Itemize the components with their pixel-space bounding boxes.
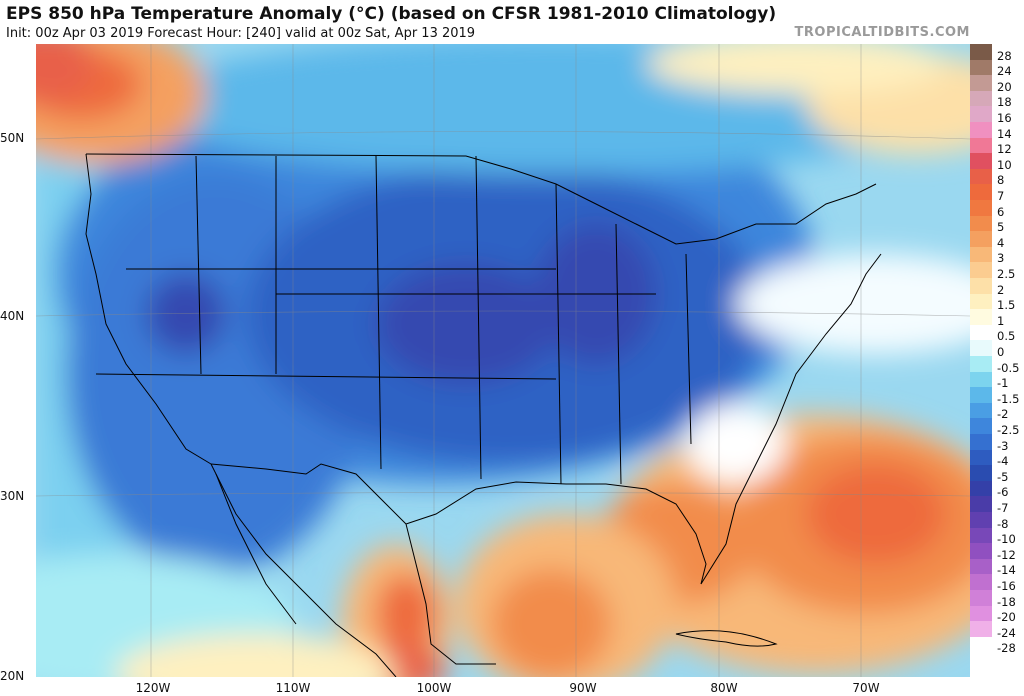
colorbar-label: 24 [997, 64, 1012, 79]
colorbar-label: 2.5 [997, 267, 1016, 281]
colorbar-swatch [970, 590, 992, 607]
temperature-anomaly-map [36, 44, 970, 677]
colorbar-label: -24 [997, 625, 1016, 640]
colorbar-label: -10 [997, 532, 1016, 547]
colorbar-swatch [970, 293, 992, 310]
colorbar-label: -14 [997, 563, 1016, 578]
colorbar-swatch [970, 324, 992, 341]
lon-label-80w: 80W [710, 681, 738, 695]
colorbar-swatch [970, 543, 992, 560]
colorbar-label: -2 [997, 407, 1009, 422]
lon-label-100w: 100W [416, 681, 452, 695]
colorbar-label: -16 [997, 579, 1016, 593]
map-canvas [36, 44, 970, 677]
colorbar-swatch [970, 402, 992, 419]
colorbar-label: 14 [997, 126, 1012, 141]
colorbar-swatch [970, 90, 992, 107]
colorbar-swatch [970, 449, 992, 466]
brand-watermark: TROPICALTIDBITS.COM [794, 25, 970, 40]
colorbar-swatch [970, 621, 992, 638]
cuba-outline [675, 630, 778, 647]
lon-label-90w: 90W [569, 681, 597, 695]
colorbar-label: 2 [997, 282, 1005, 297]
colorbar-swatch [970, 153, 992, 170]
colorbar-label: 0 [997, 345, 1005, 359]
colorbar-label: 18 [997, 95, 1012, 110]
colorbar-label: -6 [997, 485, 1009, 500]
colorbar-swatch [970, 246, 992, 263]
colorbar-label: -8 [997, 516, 1009, 531]
lon-label-120w: 120W [135, 681, 171, 695]
colorbar-label: 12 [997, 142, 1012, 157]
colorbar-swatch [970, 168, 992, 185]
colorbar-label: -4 [997, 454, 1009, 469]
colorbar-label: 16 [997, 111, 1012, 125]
colorbar-swatch [970, 59, 992, 76]
colorbar-swatch [970, 200, 992, 217]
colorbar-swatch [970, 215, 992, 232]
colorbar-label: 7 [997, 189, 1005, 203]
colorbar-label: -7 [997, 501, 1009, 515]
colorbar-swatch [970, 106, 992, 123]
colorbar-swatch [970, 75, 992, 92]
colorbar-label: -3 [997, 438, 1009, 453]
colorbar-swatch [970, 44, 992, 61]
colorbar-label: 1 [997, 313, 1005, 328]
colorbar-label: 10 [997, 157, 1012, 172]
colorbar-swatch [970, 418, 992, 435]
colorbar-swatch [970, 356, 992, 373]
lat-label-30n: 30N [0, 489, 25, 503]
colorbar-swatch [970, 480, 992, 497]
colorbar-swatch [970, 512, 992, 529]
colorbar-swatch [970, 340, 992, 357]
header: EPS 850 hPa Temperature Anomaly (°C) (ba… [0, 0, 1024, 44]
lon-label-70w: 70W [852, 681, 880, 695]
colorbar-label: 3 [997, 251, 1005, 266]
colorbar: 28 24 20 18 16 14 12 10 8 7 6 5 4 3 2.5 2 1.5 1 0.5 0 -0.5 -1… [970, 44, 1024, 677]
map-subtitle: Init: 00z Apr 03 2019 Forecast Hour: [24… [6, 26, 476, 41]
colorbar-label: 20 [997, 79, 1012, 94]
lat-label-20n: 20N [0, 669, 25, 683]
lat-label-40n: 40N [0, 309, 25, 323]
lat-label-50n: 50N [0, 131, 25, 145]
colorbar-swatch [970, 434, 992, 451]
colorbar-swatch [970, 558, 992, 575]
graticule [36, 44, 970, 677]
colorbar-swatch [970, 278, 992, 295]
anomaly-field [36, 44, 970, 677]
colorbar-swatch [970, 371, 992, 388]
colorbar-swatch [970, 465, 992, 482]
colorbar-swatch [970, 574, 992, 591]
colorbar-label: -1 [997, 376, 1009, 391]
colorbar-label: 4 [997, 235, 1005, 250]
colorbar-label: -1.5 [997, 391, 1020, 406]
colorbar-label: -12 [997, 547, 1016, 562]
borders [85, 153, 882, 677]
colorbar-label: 1.5 [997, 298, 1016, 313]
colorbar-label: -18 [997, 594, 1016, 609]
colorbar-label: -2.5 [997, 423, 1020, 437]
colorbar-swatch [970, 309, 992, 326]
colorbar-swatch [970, 387, 992, 404]
colorbar-label: 28 [997, 48, 1012, 63]
colorbar-label: -28 [997, 641, 1016, 656]
colorbar-label: 5 [997, 220, 1005, 235]
colorbar-swatch [970, 262, 992, 279]
colorbar-swatch [970, 231, 992, 248]
map-title: EPS 850 hPa Temperature Anomaly (°C) (ba… [6, 4, 777, 24]
colorbar-label: 6 [997, 204, 1005, 219]
colorbar-label: 8 [997, 173, 1005, 188]
lon-label-110w: 110W [275, 681, 311, 695]
colorbar-swatch [970, 184, 992, 201]
colorbar-swatch [970, 122, 992, 139]
colorbar-label: -0.5 [997, 360, 1020, 375]
colorbar-swatch [970, 496, 992, 513]
colorbar-label: -20 [997, 610, 1016, 625]
colorbar-swatch [970, 605, 992, 622]
colorbar-swatch [970, 137, 992, 154]
colorbar-label: -5 [997, 469, 1009, 484]
colorbar-label: 0.5 [997, 329, 1016, 344]
colorbar-swatch [970, 527, 992, 544]
